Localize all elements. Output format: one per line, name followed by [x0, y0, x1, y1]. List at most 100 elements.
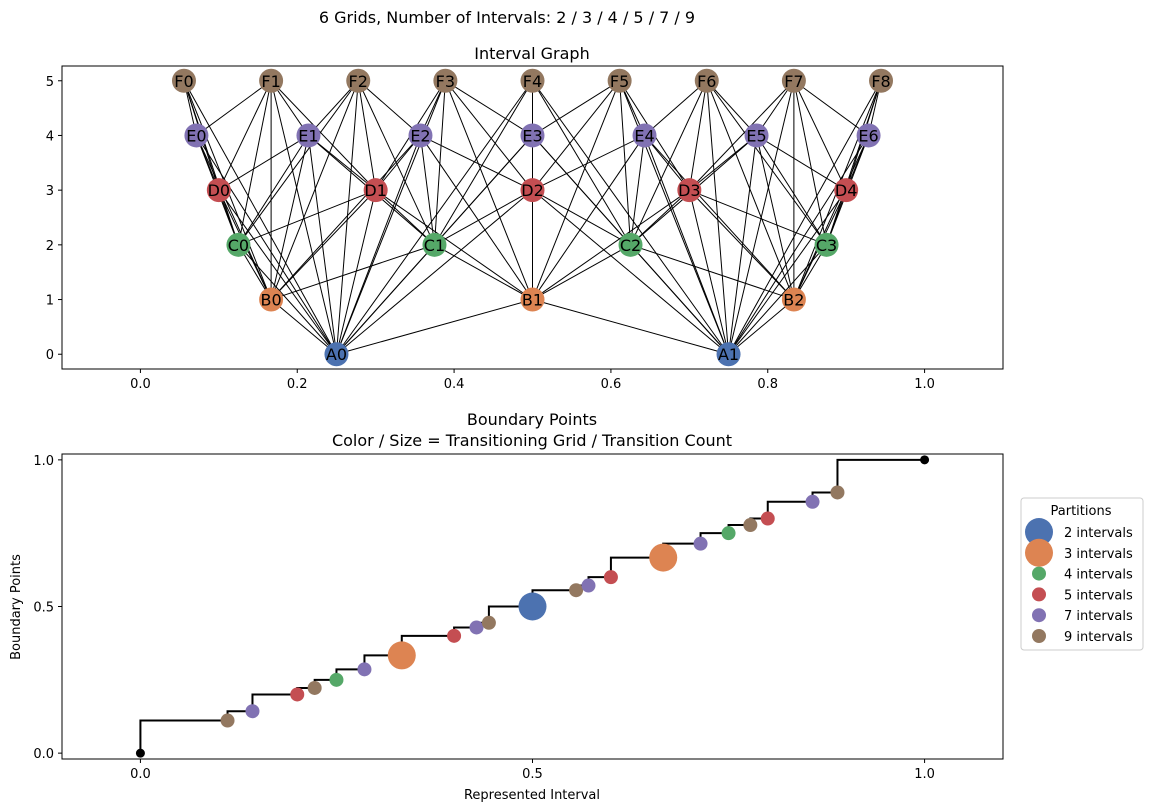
boundary-point-9 [481, 615, 496, 630]
graph-node-F4 [520, 68, 545, 93]
legend-label-3: 3 intervals [1064, 547, 1133, 562]
y-tick-label-4: 4 [46, 129, 54, 144]
y-tick-label-3: 3 [46, 184, 54, 199]
graph-edge-C3-E5 [756, 135, 827, 246]
graph-node-E6 [856, 123, 881, 148]
graph-edge-C0-E1 [238, 135, 309, 246]
boundary-point-19 [805, 494, 820, 509]
x-tick-label-0.2: 0.2 [287, 377, 308, 392]
graph-edge-D3-F7 [688, 80, 795, 191]
graph-nodes: A0 A1 B0 B1 B2 C0 C1 C2 C3 D0 D1 D2 D3 D4 E0 E1 E2 E3 E4 E5… [171, 68, 894, 367]
graph-edge-C3-D3 [689, 189, 827, 246]
graph-edge-E2-F2 [357, 80, 421, 136]
graph-edge-B2-C2 [630, 244, 795, 301]
legend-entries: 2 intervals 3 intervals 4 intervals 5 inter… [1025, 518, 1133, 645]
y-tick-label-5: 5 [46, 75, 54, 90]
boundary-point-0 [220, 713, 235, 728]
legend-marker-4 [1032, 566, 1046, 581]
interval-graph-axes: 0.0 0.2 0.4 0.6 0.8 1.0 0 1 2 3 4 5 [46, 75, 935, 392]
legend-label-9: 9 intervals [1064, 630, 1133, 645]
graph-node-D3 [677, 178, 702, 203]
boundary-endpoint-1 [920, 455, 930, 465]
graph-node-label-E6: E6 [858, 126, 878, 145]
graph-edge-E1-F2 [308, 80, 359, 136]
graph-node-label-F0: F0 [174, 72, 193, 91]
graph-edge-B2-F6 [706, 80, 795, 300]
boundary-point-15 [693, 536, 708, 551]
graph-node-F1 [259, 68, 284, 93]
graph-node-A0 [324, 342, 349, 367]
boundary-point-6 [387, 641, 416, 670]
graph-node-D2 [520, 178, 545, 203]
graph-node-F8 [869, 68, 894, 93]
graph-edge-D2-F5 [532, 80, 621, 191]
graph-node-label-F6: F6 [697, 72, 716, 91]
graph-node-label-E2: E2 [410, 126, 430, 145]
graph-node-label-F3: F3 [436, 72, 455, 91]
graph-node-E5 [744, 123, 769, 148]
bp-x-tick-label-1.0: 1.0 [914, 767, 935, 782]
graph-node-label-E0: E0 [186, 126, 206, 145]
graph-node-F6 [694, 68, 719, 93]
graph-edge-B2-E6 [793, 135, 870, 300]
graph-node-C2 [618, 232, 643, 257]
graph-node-label-A1: A1 [718, 345, 739, 364]
graph-node-A1 [716, 342, 741, 367]
legend-marker-2 [1025, 518, 1053, 546]
boundary-point-7 [447, 628, 462, 643]
graph-edge-B1-E2 [420, 135, 533, 300]
graph-edge-C2-E3 [532, 135, 631, 246]
graph-node-label-B0: B0 [261, 291, 282, 310]
graph-node-label-F4: F4 [523, 72, 542, 91]
graph-edge-D3-E5 [689, 135, 757, 191]
graph-edge-A0-F0 [183, 80, 337, 355]
legend-label-4: 4 intervals [1064, 568, 1133, 583]
graph-edge-E4-F6 [644, 80, 708, 136]
graph-node-B2 [781, 287, 806, 312]
graph-node-F2 [346, 68, 371, 93]
boundary-points-panel: Boundary Points Color / Size = Transitio… [9, 410, 1004, 803]
interval-graph-title: Interval Graph [474, 44, 589, 63]
boundary-point-14 [649, 543, 678, 572]
graph-node-label-E4: E4 [634, 126, 654, 145]
graph-node-E1 [296, 123, 321, 148]
boundary-points [135, 455, 930, 758]
graph-node-label-C1: C1 [424, 236, 445, 255]
legend-marker-3 [1025, 538, 1053, 567]
bp-y-tick-label-0.5: 0.5 [33, 601, 54, 616]
boundary-point-16 [721, 526, 736, 541]
boundary-point-13 [603, 570, 618, 585]
graph-node-C3 [814, 232, 839, 257]
graph-node-label-E5: E5 [746, 126, 766, 145]
graph-node-label-F1: F1 [261, 72, 280, 91]
graph-node-label-E1: E1 [298, 126, 318, 145]
graph-edge-A1-F8 [728, 80, 882, 355]
boundary-point-11 [569, 583, 584, 598]
graph-edge-C1-D2 [434, 189, 533, 246]
graph-edge-B0-F2 [270, 80, 359, 300]
legend-label-7: 7 intervals [1064, 609, 1133, 624]
graph-edge-C2-E4 [630, 135, 646, 245]
graph-edge-D1-F1 [270, 80, 377, 191]
x-tick-label-0.0: 0.0 [130, 377, 151, 392]
graph-edge-A1-D3 [688, 190, 730, 355]
graph-edge-C2-F4 [532, 80, 631, 246]
graph-edge-B0-E1 [270, 135, 309, 300]
graph-edge-D2-E2 [420, 135, 533, 191]
figure-suptitle: 6 Grids, Number of Intervals: 2 / 3 / 4 … [319, 8, 695, 27]
graph-edge-B1-E4 [532, 135, 645, 300]
graph-edge-A1-F4 [532, 80, 729, 355]
legend-marker-9 [1032, 629, 1046, 643]
graph-edge-C1-E2 [419, 135, 435, 245]
x-tick-label-0.6: 0.6 [601, 377, 622, 392]
graph-node-label-D1: D1 [364, 181, 387, 200]
graph-edge-C1-E3 [434, 135, 533, 246]
y-tick-label-1: 1 [46, 294, 54, 309]
y-tick-label-2: 2 [46, 239, 54, 254]
graph-node-label-F5: F5 [610, 72, 629, 91]
graph-edge-C2-F5 [619, 80, 632, 245]
graph-edge-A0-B1 [336, 299, 533, 355]
graph-node-label-B1: B1 [522, 291, 543, 310]
legend: Partitions 2 intervals 3 intervals 4 inter… [1020, 497, 1144, 651]
legend-marker-7 [1032, 608, 1046, 623]
